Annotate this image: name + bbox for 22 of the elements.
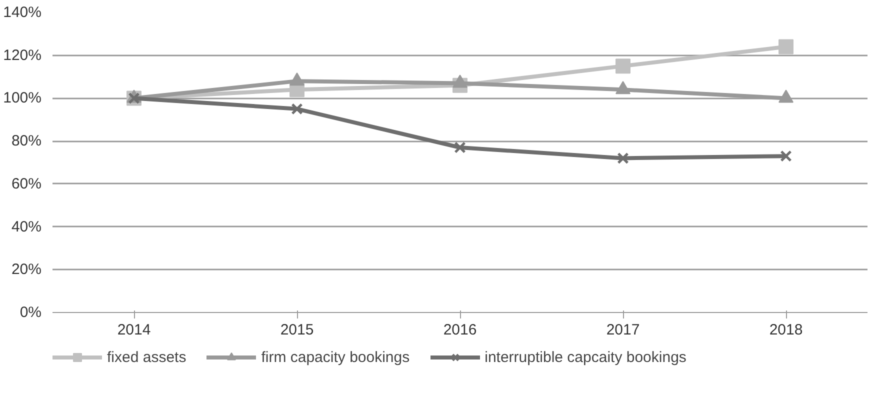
x-tick-label: 2017 (606, 322, 640, 338)
y-tick-label: 0% (20, 304, 42, 321)
point (291, 103, 303, 115)
y-tick-label: 60% (11, 175, 42, 192)
x-tick-label: 2018 (769, 322, 803, 338)
y-tick-label: 120% (3, 46, 42, 64)
x-tick-label: 2016 (443, 322, 477, 338)
legend-label: fixed assets (107, 348, 186, 366)
legend-label: interruptible capcaity bookings (484, 348, 686, 366)
point (454, 142, 466, 154)
point (780, 150, 792, 162)
point (778, 39, 794, 54)
point (616, 58, 630, 74)
point (617, 152, 629, 164)
y-tick-label: 20% (11, 261, 42, 278)
y-tick-label: 80% (11, 132, 42, 150)
y-tick-label: 40% (11, 218, 42, 236)
legend-label: firm capacity bookings (261, 348, 410, 366)
y-tick-label: 100% (3, 90, 42, 107)
x-tick-label: 2015 (280, 322, 314, 338)
x-tick-label: 2014 (117, 322, 151, 338)
y-tick-label: 140% (3, 4, 42, 21)
